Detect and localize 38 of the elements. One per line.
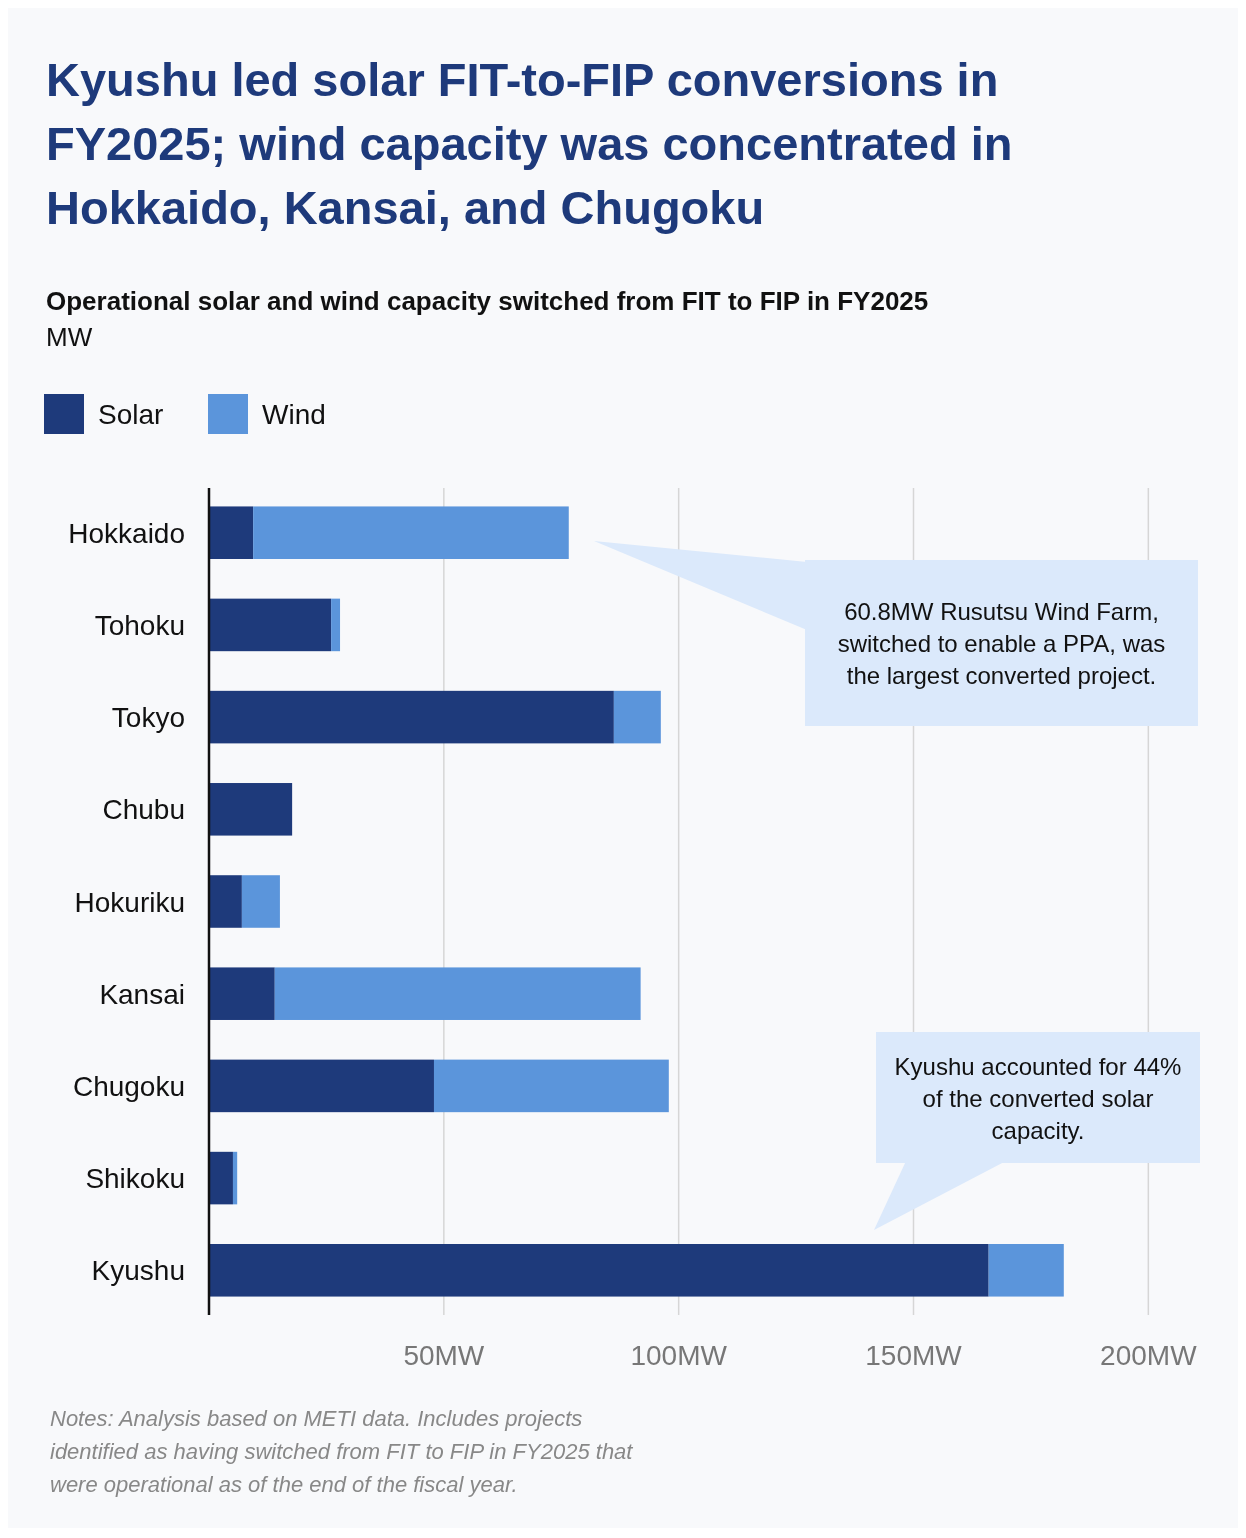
y-tick-label: Tokyo bbox=[111, 702, 185, 734]
y-tick-label: Hokkaido bbox=[68, 517, 185, 549]
annotation: 60.8MW Rusutsu Wind Farm, switched to enable a PPA, was the largest converted project. bbox=[837, 598, 1166, 689]
y-tick-label: Hokuriku bbox=[74, 886, 185, 918]
y-tick-label: Chubu bbox=[102, 794, 185, 826]
text: MW bbox=[46, 322, 93, 352]
bar bbox=[253, 506, 569, 559]
bar bbox=[613, 690, 661, 744]
bar bbox=[331, 598, 341, 652]
y-tick-label: Shikoku bbox=[85, 1163, 185, 1195]
y-tick-label: Kansai bbox=[99, 978, 185, 1010]
bar bbox=[209, 783, 293, 836]
bar bbox=[209, 598, 332, 652]
bar bbox=[209, 1244, 989, 1297]
bar bbox=[209, 506, 254, 559]
chart-title: Kyushu led solar FIT-to-FIP conversions in FY2025; wind capacity was concentrated in Hokkaido, Kansai, and Chugoku bbox=[46, 53, 1013, 234]
legend-label: Wind bbox=[262, 399, 326, 430]
bar bbox=[988, 1244, 1064, 1297]
x-tick-label: 50MW bbox=[403, 1340, 485, 1371]
y-tick-label: Kyushu bbox=[91, 1255, 185, 1287]
y-tick-label: Chugoku bbox=[72, 1070, 185, 1102]
legend-label: Solar bbox=[98, 399, 164, 430]
bar bbox=[209, 690, 614, 744]
x-tick-label: 150MW bbox=[865, 1340, 963, 1371]
annotation: Kyushu accounted for 44% of the converted solar capacity. bbox=[894, 1052, 1182, 1144]
bar bbox=[209, 1151, 233, 1205]
bar bbox=[241, 875, 280, 928]
bar bbox=[209, 967, 275, 1020]
y-tick-label: Tohoku bbox=[94, 609, 185, 641]
bar bbox=[433, 1059, 669, 1113]
bar bbox=[232, 1151, 238, 1205]
bar bbox=[209, 875, 242, 928]
x-tick-label: 100MW bbox=[630, 1340, 728, 1371]
x-tick-label: 200MW bbox=[1100, 1340, 1198, 1371]
bar bbox=[274, 967, 641, 1020]
chart-subtitle: Operational solar and wind capacity switched from FIT to FIP in FY2025 bbox=[46, 286, 929, 316]
bar bbox=[209, 1059, 434, 1113]
text: Notes: Analysis based on METI data. Includes projects identified as having switched from FIT to FIP in FY2025 that were operational as of the end of the fiscal year. bbox=[50, 1406, 634, 1497]
